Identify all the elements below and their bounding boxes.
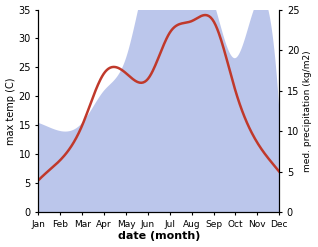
X-axis label: date (month): date (month) [118, 231, 200, 242]
Y-axis label: med. precipitation (kg/m2): med. precipitation (kg/m2) [303, 50, 313, 172]
Y-axis label: max temp (C): max temp (C) [5, 77, 16, 144]
